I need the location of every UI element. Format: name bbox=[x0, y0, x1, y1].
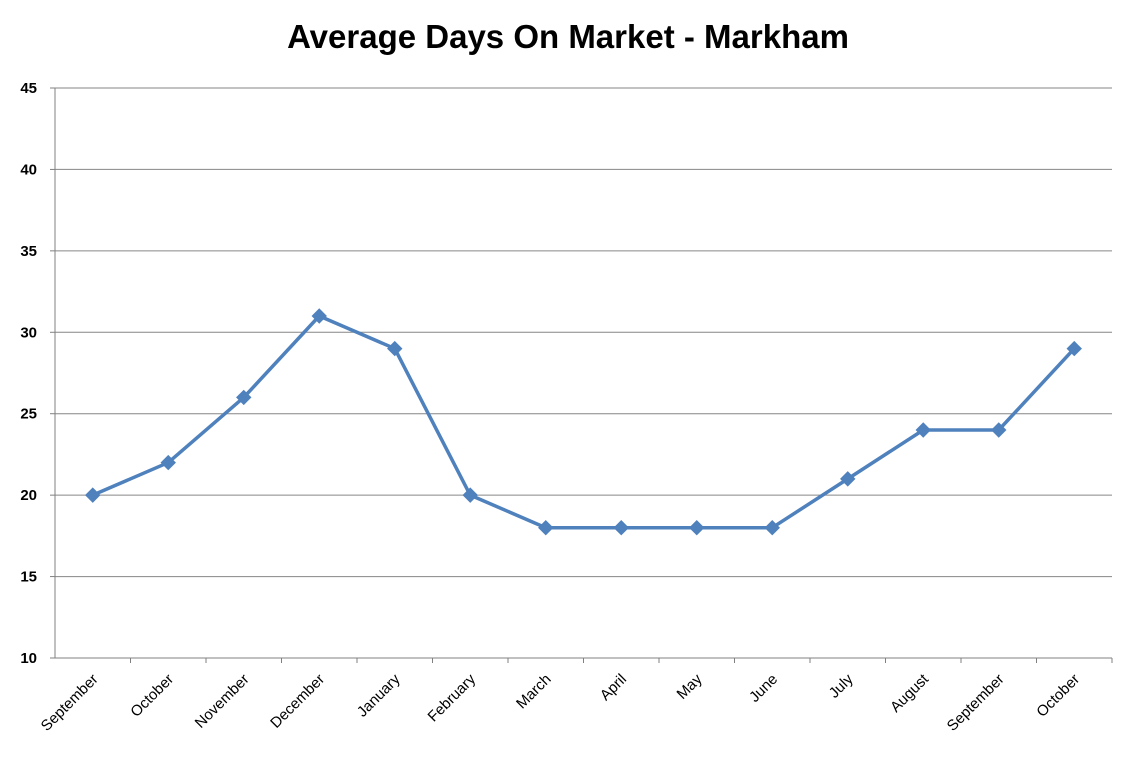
x-tick-label: September bbox=[944, 671, 1008, 735]
data-point-marker bbox=[462, 487, 478, 503]
x-tick-label: March bbox=[513, 671, 554, 712]
data-point-marker bbox=[915, 422, 931, 438]
x-tick-label: May bbox=[674, 670, 706, 702]
data-point-marker bbox=[689, 520, 705, 536]
data-point-marker bbox=[236, 389, 252, 406]
series-line bbox=[92, 314, 1076, 530]
data-point-marker bbox=[160, 454, 176, 471]
y-tick-label: 15 bbox=[20, 569, 37, 586]
y-tick-label: 10 bbox=[20, 650, 37, 667]
x-axis-labels: September October November December January F… bbox=[38, 658, 1113, 735]
x-tick-label: September bbox=[38, 671, 102, 735]
y-tick-label: 20 bbox=[20, 487, 37, 504]
data-point-marker bbox=[1066, 340, 1082, 357]
x-tick-label: January bbox=[354, 670, 404, 720]
x-tick-label: December bbox=[267, 671, 328, 732]
y-tick-label: 35 bbox=[20, 243, 37, 260]
data-point-marker bbox=[991, 422, 1007, 438]
data-point-marker bbox=[613, 520, 629, 536]
x-tick-label: August bbox=[887, 670, 933, 716]
y-axis-ticks: 10 15 20 25 30 35 40 45 bbox=[20, 80, 55, 667]
data-point-marker bbox=[764, 520, 780, 536]
data-point-marker bbox=[311, 308, 327, 324]
gridlines bbox=[55, 87, 1112, 578]
y-tick-label: 25 bbox=[20, 406, 37, 423]
x-tick-label: November bbox=[192, 671, 253, 732]
x-tick-label: February bbox=[425, 670, 480, 725]
series-line-group bbox=[85, 308, 1082, 536]
x-tick-label: June bbox=[746, 671, 781, 706]
y-tick-label: 30 bbox=[20, 324, 37, 341]
data-point-marker bbox=[538, 520, 554, 536]
x-tick-label: October bbox=[1033, 671, 1083, 721]
x-tick-label: April bbox=[597, 671, 630, 704]
data-point-marker bbox=[840, 471, 856, 487]
data-point-marker bbox=[85, 487, 101, 503]
y-tick-label: 45 bbox=[20, 80, 37, 97]
y-tick-label: 40 bbox=[20, 161, 37, 178]
x-tick-label: July bbox=[826, 670, 857, 701]
chart-title: Average Days On Market - Markham bbox=[287, 18, 849, 55]
data-point-marker bbox=[387, 340, 403, 357]
x-tick-label: October bbox=[127, 671, 177, 721]
